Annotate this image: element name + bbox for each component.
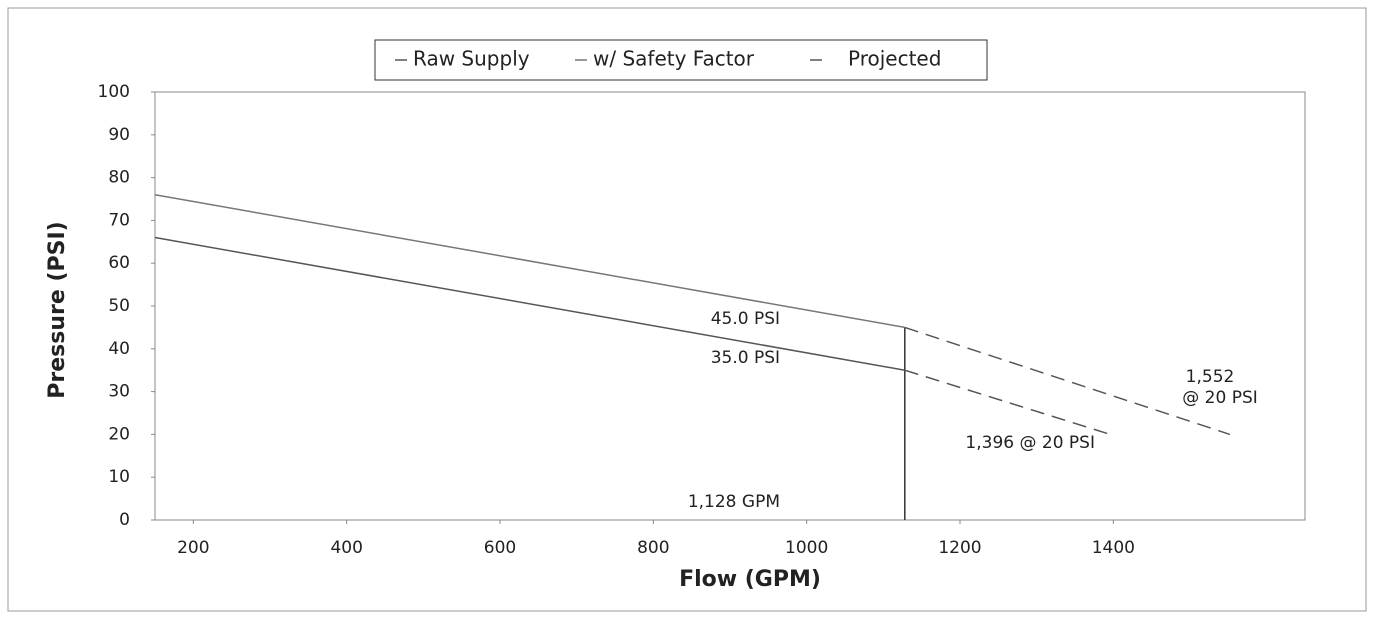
y-tick-label: 100 bbox=[98, 82, 130, 102]
series-line bbox=[904, 369, 1111, 436]
annotation: 1,396 @ 20 PSI bbox=[965, 433, 1095, 453]
y-tick-label: 90 bbox=[108, 125, 130, 145]
y-tick-label: 40 bbox=[108, 339, 130, 359]
annotation: 1,128 GPM bbox=[688, 492, 780, 512]
y-tick-label: 50 bbox=[108, 296, 130, 316]
annotation: 1,552 bbox=[1186, 367, 1235, 387]
y-axis-label: Pressure (PSI) bbox=[45, 221, 70, 398]
series-line bbox=[904, 326, 1231, 436]
y-tick-label: 60 bbox=[108, 253, 130, 273]
y-tick-label: 10 bbox=[108, 467, 130, 487]
y-tick-label: 30 bbox=[108, 382, 130, 402]
legend-label: Raw Supply bbox=[413, 47, 530, 71]
x-tick-label: 800 bbox=[637, 538, 669, 558]
annotation: @ 20 PSI bbox=[1182, 388, 1258, 408]
y-tick-label: 70 bbox=[108, 210, 130, 230]
legend-box bbox=[374, 39, 988, 81]
x-tick-label: 400 bbox=[330, 538, 362, 558]
x-tick-label: 1200 bbox=[938, 538, 981, 558]
series-line bbox=[154, 193, 905, 329]
legend-label: w/ Safety Factor bbox=[593, 47, 755, 71]
y-tick-label: 0 bbox=[119, 510, 130, 530]
x-axis-label: Flow (GPM) bbox=[679, 567, 821, 592]
series-line bbox=[154, 236, 905, 371]
annotation: 35.0 PSI bbox=[711, 348, 780, 368]
plot-area bbox=[154, 91, 1306, 521]
legend-label: Projected bbox=[848, 47, 941, 71]
x-tick-label: 1400 bbox=[1092, 538, 1135, 558]
x-tick-label: 1000 bbox=[785, 538, 828, 558]
x-tick-label: 600 bbox=[484, 538, 516, 558]
frame bbox=[7, 7, 1367, 612]
y-tick-label: 20 bbox=[108, 424, 130, 444]
x-tick-label: 200 bbox=[177, 538, 209, 558]
annotation: 45.0 PSI bbox=[711, 309, 780, 329]
y-tick-label: 80 bbox=[108, 168, 130, 188]
